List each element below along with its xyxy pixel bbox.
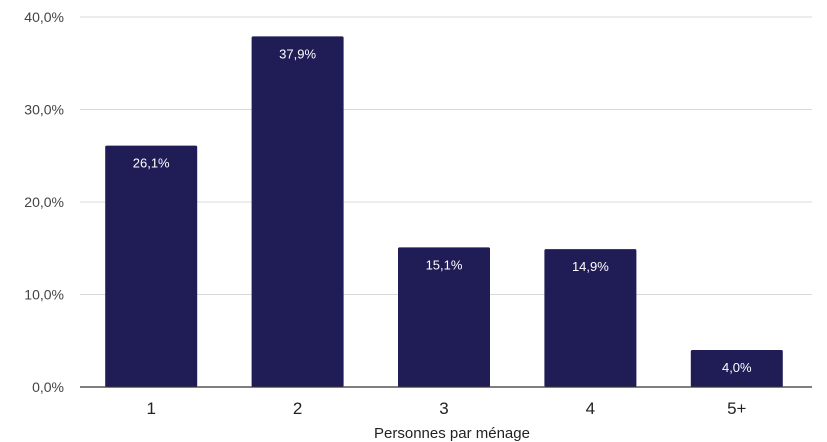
bar bbox=[544, 249, 637, 387]
x-tick-label: 2 bbox=[293, 399, 302, 418]
bar-data-label: 4,0% bbox=[722, 360, 752, 375]
y-tick-label: 40,0% bbox=[24, 9, 64, 25]
x-axis: 1 2 3 4 5+ bbox=[80, 386, 812, 418]
y-tick-label: 10,0% bbox=[24, 287, 64, 303]
x-tick-label: 5+ bbox=[727, 399, 746, 418]
bar-data-label: 15,1% bbox=[426, 257, 463, 272]
y-axis: 0,0% 10,0% 20,0% 30,0% 40,0% bbox=[24, 9, 64, 395]
bars bbox=[105, 36, 783, 388]
x-tick-label: 4 bbox=[586, 399, 595, 418]
bar-data-label: 14,9% bbox=[572, 259, 609, 274]
bar bbox=[690, 350, 783, 387]
y-tick-label: 20,0% bbox=[24, 194, 64, 210]
bar bbox=[398, 247, 490, 387]
bar-data-label: 26,1% bbox=[133, 156, 170, 171]
y-tick-label: 0,0% bbox=[32, 379, 64, 395]
x-tick-label: 3 bbox=[439, 399, 448, 418]
bar bbox=[251, 36, 344, 388]
x-tick-label: 1 bbox=[146, 399, 155, 418]
data-labels: 26,1% 37,9% 15,1% 14,9% 4,0% bbox=[133, 46, 752, 375]
x-axis-title: Personnes par ménage bbox=[374, 425, 530, 442]
bar bbox=[105, 145, 198, 387]
y-tick-label: 30,0% bbox=[24, 102, 64, 118]
bar-data-label: 37,9% bbox=[279, 46, 316, 61]
